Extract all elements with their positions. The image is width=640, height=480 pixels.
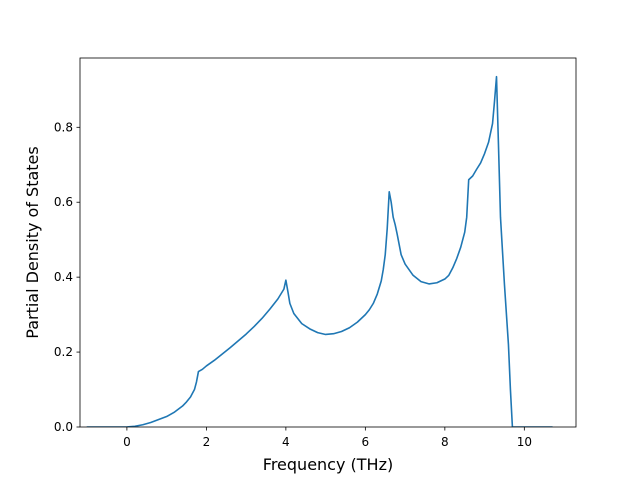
plot-area [79,57,577,428]
y-tick-label: 0.4 [54,270,73,284]
y-tick-label: 0.2 [54,345,73,359]
x-tick-label: 4 [282,435,290,449]
pdos-series-line [86,75,553,427]
axes-frame [79,57,577,428]
x-tick-label: 2 [203,435,211,449]
x-tick-label: 6 [362,435,370,449]
x-axis-ticks: 0 2 4 6 8 10 [123,427,532,449]
y-axis-ticks: 0.0 0.2 0.4 0.6 0.8 [54,120,80,434]
y-axis-label: Partial Density of States [23,146,42,338]
x-tick-label: 0 [123,435,131,449]
y-tick-label: 0.0 [54,420,73,434]
x-tick-label: 8 [441,435,449,449]
x-axis-label: Frequency (THz) [263,455,393,474]
y-tick-label: 0.8 [54,120,73,134]
x-tick-label: 10 [517,435,532,449]
y-tick-label: 0.6 [54,195,73,209]
